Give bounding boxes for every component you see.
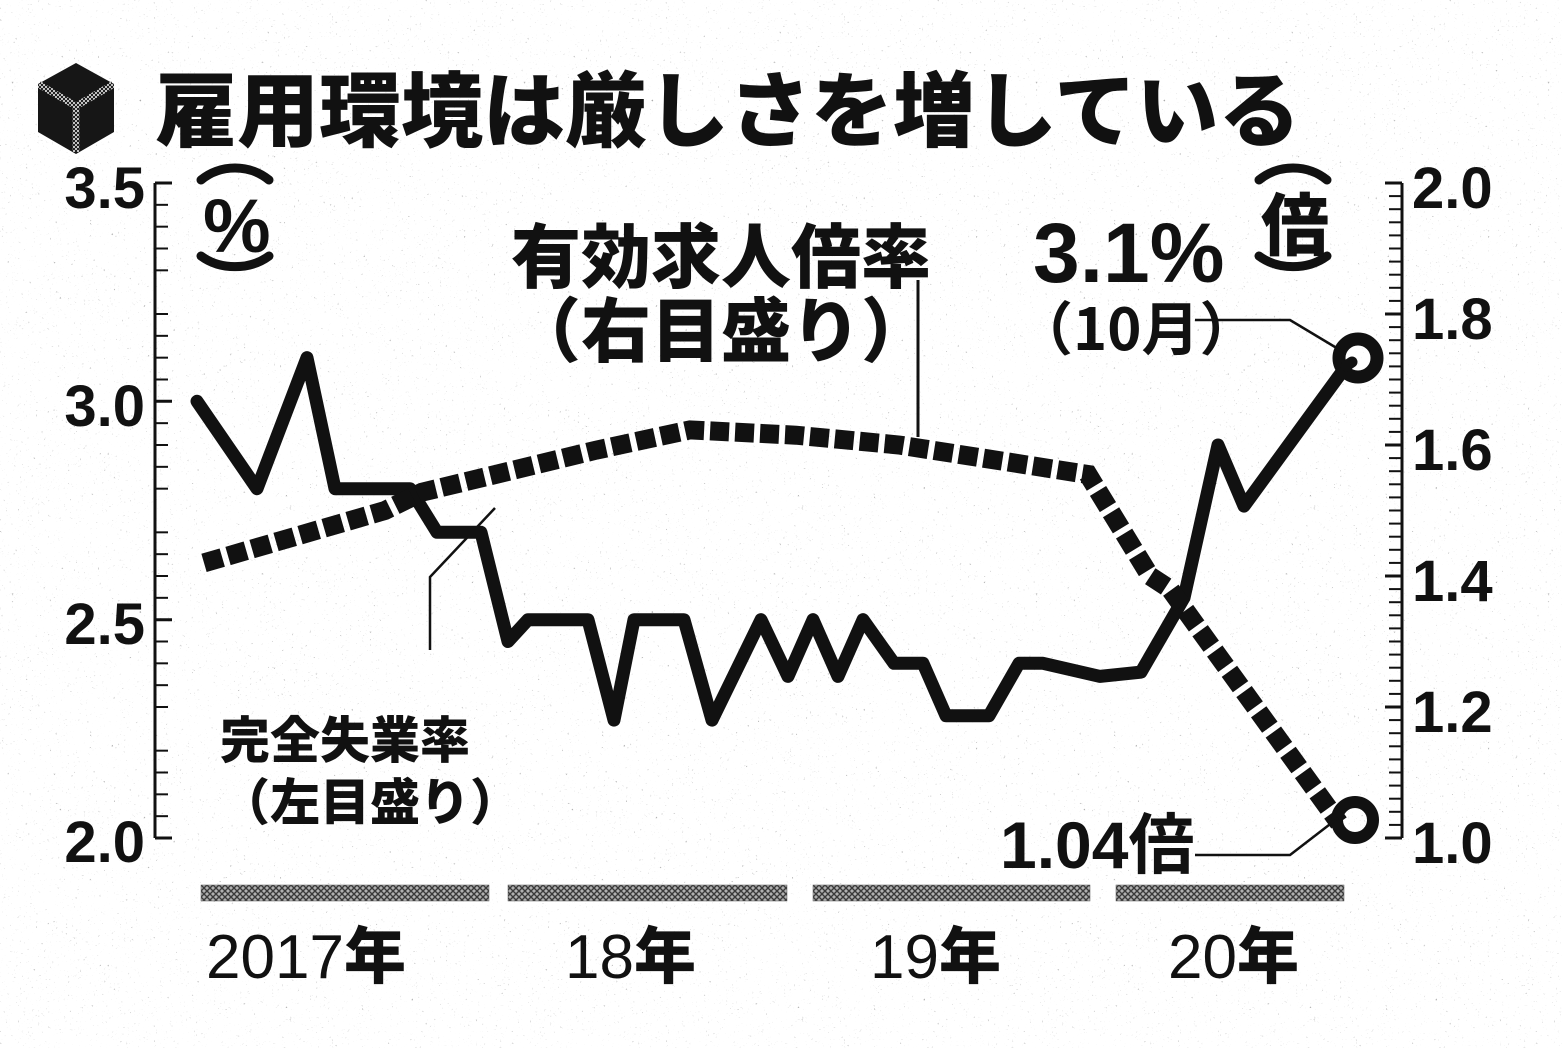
svg-text:3.0: 3.0 [64, 374, 145, 439]
svg-text:1.8: 1.8 [1412, 287, 1493, 352]
svg-text:3.5: 3.5 [64, 156, 145, 221]
svg-text:1.2: 1.2 [1412, 680, 1493, 745]
svg-text:2.0: 2.0 [64, 810, 145, 875]
svg-text:（10月）: （10月） [1015, 283, 1257, 367]
svg-text:1.0: 1.0 [1412, 811, 1493, 876]
svg-text:%: % [203, 184, 271, 269]
svg-text:倍: 倍 [1261, 171, 1329, 270]
svg-text:1.6: 1.6 [1412, 418, 1493, 483]
svg-text:2.0: 2.0 [1412, 156, 1493, 221]
svg-text:（左目盛り）: （左目盛り） [220, 763, 520, 835]
svg-text:1.4: 1.4 [1412, 549, 1493, 614]
svg-text:雇用環境は厳しさを増している: 雇用環境は厳しさを増している [155, 45, 1301, 164]
svg-text:2.5: 2.5 [64, 592, 145, 657]
svg-text:（右目盛り）: （右目盛り） [511, 276, 931, 377]
